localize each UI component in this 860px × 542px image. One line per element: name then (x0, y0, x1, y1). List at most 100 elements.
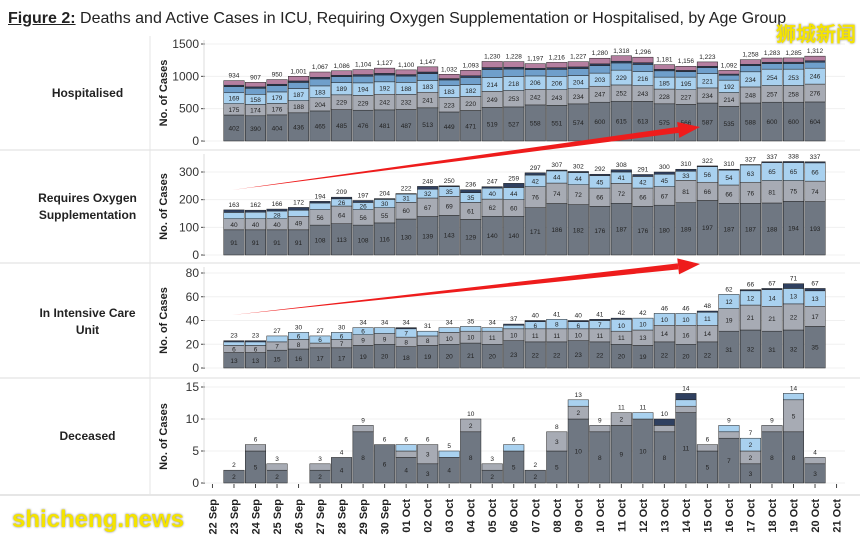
bar-23-sep: 91 40 163 (223, 202, 245, 256)
segment-label: 175 (229, 107, 240, 114)
bar-segment (374, 74, 396, 83)
bar-segment (804, 55, 826, 61)
segment-label: 254 (767, 75, 778, 82)
total-label: 1,312 (807, 48, 824, 55)
segment-label: 189 (680, 226, 691, 233)
segment-label: 129 (465, 235, 476, 242)
total-label: 1,032 (441, 66, 458, 73)
bar-segment (309, 71, 331, 78)
bar-segment (589, 173, 611, 176)
bar-04-oct: 129 61 35 236 (460, 182, 482, 256)
segment-label: 74 (811, 189, 819, 196)
bar-segment (696, 61, 718, 67)
bar-06-oct: 23 10 37 (503, 316, 525, 369)
x-tick-label: 19 Oct (789, 499, 801, 533)
segment-label: 6 (383, 461, 387, 468)
figure-title-text: Deaths and Active Cases in ICU, Requirin… (75, 10, 787, 27)
total-label: 34 (381, 320, 389, 327)
bar-segment (331, 457, 353, 484)
segment-label: 3 (555, 439, 559, 446)
bar-segment (438, 185, 460, 187)
segment-label: 485 (336, 123, 347, 130)
total-label: 34 (359, 320, 367, 327)
segment-label: 54 (725, 175, 733, 182)
bar-18-oct: 188 81 65 337 (761, 154, 783, 256)
bar-segment (417, 330, 439, 337)
bar-segment (632, 174, 654, 177)
segment-label: 8 (361, 455, 365, 462)
bar-03-oct: 449 223 183 1,032 (438, 66, 460, 142)
trend-arrow-head (677, 122, 700, 138)
bar-26-sep: 436 188 187 1,001 (288, 68, 310, 142)
bar-segment (783, 63, 804, 70)
segment-label: 116 (379, 236, 390, 243)
segment-label: 8 (404, 339, 408, 346)
bar-17-oct: 187 76 63 327 (739, 157, 761, 256)
bar-29-sep: 19 9 6 34 (352, 320, 374, 369)
total-label: 6 (706, 437, 710, 444)
x-tick-label: 29 Sep (358, 499, 370, 535)
segment-label: 20 (618, 354, 626, 361)
total-label: 34 (403, 320, 411, 327)
bar-segment (589, 65, 611, 74)
bar-segment (288, 209, 310, 217)
segment-label: 13 (790, 294, 798, 301)
total-label: 1,197 (527, 56, 544, 63)
bar-segment (696, 165, 718, 167)
segment-label: 108 (358, 238, 369, 245)
total-label: 934 (229, 73, 240, 80)
bar-segment (567, 68, 589, 76)
segment-label: 229 (358, 100, 369, 107)
bar-27-sep: 23 (309, 456, 331, 484)
total-label: 1,280 (592, 50, 609, 57)
total-label: 1,283 (764, 50, 781, 57)
bar-segment (675, 71, 697, 78)
total-label: 1,318 (613, 48, 630, 55)
segment-label: 91 (273, 240, 281, 247)
segment-label: 10 (575, 332, 583, 339)
bar-segment (546, 169, 568, 172)
bar-segment (352, 75, 374, 84)
bar-28-sep: 113 64 26 209 (331, 189, 353, 256)
segment-label: 604 (810, 119, 821, 126)
segment-label: 220 (465, 101, 476, 108)
bar-04-oct: 21 10 35 (460, 318, 482, 369)
segment-label: 65 (768, 169, 776, 176)
segment-label: 613 (637, 119, 648, 126)
total-label: 1,227 (570, 54, 587, 61)
bar-segment (223, 212, 245, 220)
total-label: 162 (250, 202, 261, 209)
bar-segment (696, 310, 718, 313)
segment-label: 23 (510, 352, 518, 359)
y-tick-label: 20 (186, 337, 200, 351)
segment-label: 188 (401, 86, 412, 93)
total-label: 30 (338, 324, 346, 331)
segment-label: 169 (229, 96, 240, 103)
panel-3: No. of Cases 0 20 40 60 80 13 6 23 13 6 23 15 7 27 16 8 6… (158, 266, 845, 375)
segment-label: 234 (573, 94, 584, 101)
watermark-logo-cn: 狮城新闻 (776, 24, 856, 46)
segment-label: 66 (704, 189, 712, 196)
segment-label: 600 (594, 119, 605, 126)
bar-segment (718, 74, 740, 81)
bar-12-oct: 19 13 10 42 (632, 310, 654, 369)
segment-label: 247 (594, 92, 605, 99)
total-label: 1,258 (742, 52, 759, 59)
row-label-deceased: Deceased (59, 429, 116, 443)
x-tick-label: 12 Oct (638, 499, 650, 533)
segment-label: 558 (530, 120, 541, 127)
segment-label: 2 (749, 442, 753, 449)
bar-03-oct: 45 (438, 443, 460, 484)
x-tick-label: 07 Oct (530, 499, 542, 533)
segment-label: 91 (230, 240, 238, 247)
total-label: 48 (704, 303, 712, 310)
bar-segment (503, 61, 525, 68)
segment-label: 6 (576, 323, 580, 330)
segment-label: 13 (230, 358, 238, 365)
bar-segment (481, 327, 503, 332)
y-axis-title: No. of Cases (158, 173, 170, 240)
bar-segment (395, 450, 417, 458)
total-label: 42 (639, 310, 647, 317)
segment-label: 65 (790, 169, 798, 176)
total-label: 27 (316, 328, 324, 335)
